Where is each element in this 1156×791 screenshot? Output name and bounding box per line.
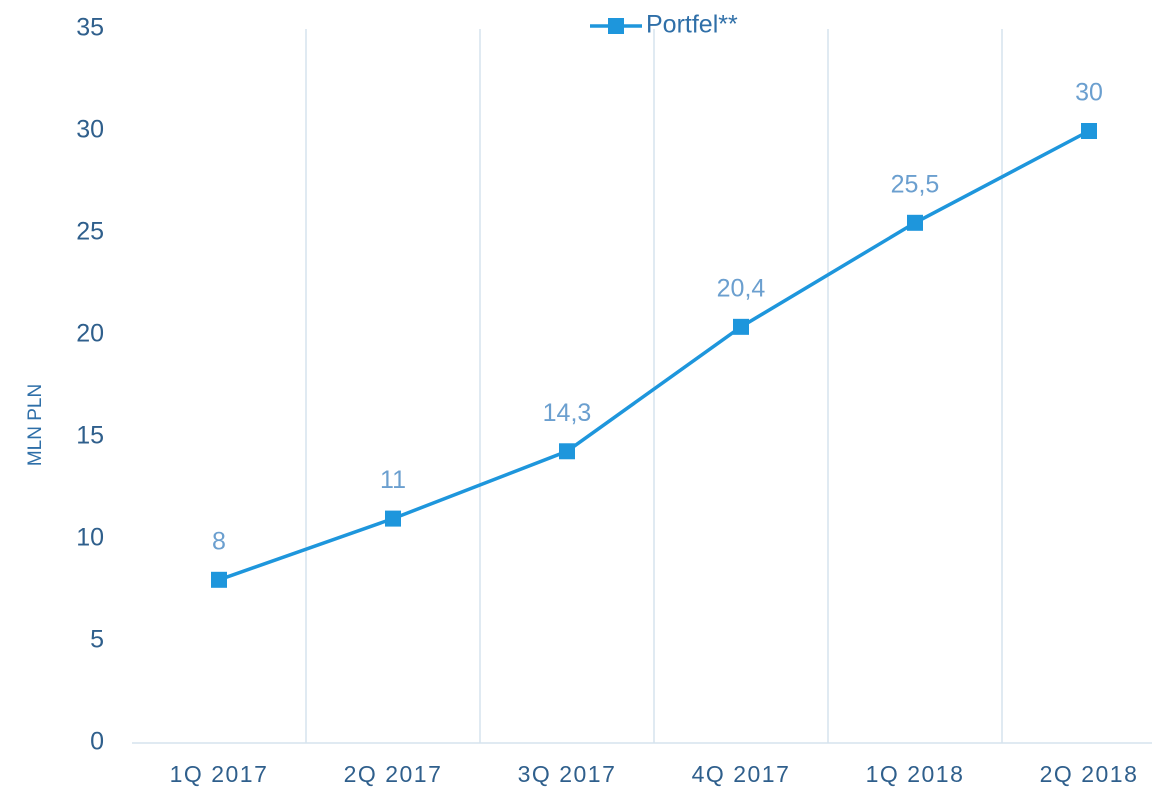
y-tick-label: 5 (90, 626, 104, 654)
marker (733, 318, 749, 335)
y-tick-label: 30 (76, 116, 104, 144)
x-tick-label: 3Q 2017 (518, 761, 617, 787)
x-tick-label: 4Q 2017 (692, 761, 791, 787)
y-tick-label: 0 (90, 728, 104, 756)
x-tick-label: 2Q 2018 (1040, 761, 1139, 787)
y-tick-label: 10 (76, 524, 104, 552)
y-tick-label: 15 (76, 422, 104, 450)
y-tick-label: 20 (76, 320, 104, 348)
legend-marker (608, 18, 624, 34)
x-tick-label: 1Q 2017 (170, 761, 269, 787)
marker (385, 510, 401, 527)
marker (907, 214, 923, 231)
data-label: 20,4 (717, 274, 766, 302)
y-tick-label: 35 (76, 14, 104, 42)
series-line (218, 129, 1090, 582)
data-label: 11 (380, 466, 406, 494)
data-label: 8 (212, 527, 226, 555)
y-axis-label: MLN PLN (25, 384, 46, 466)
x-tick-label: 1Q 2018 (866, 761, 965, 787)
data-label: 30 (1075, 79, 1103, 107)
marker (559, 443, 575, 460)
marker (211, 571, 227, 588)
y-tick-label: 25 (76, 218, 104, 246)
marker (1081, 123, 1097, 139)
x-tick-label: 2Q 2017 (344, 761, 443, 787)
data-label: 14,3 (543, 399, 592, 427)
legend-label: Portfel** (646, 11, 738, 39)
data-label: 25,5 (891, 170, 940, 198)
